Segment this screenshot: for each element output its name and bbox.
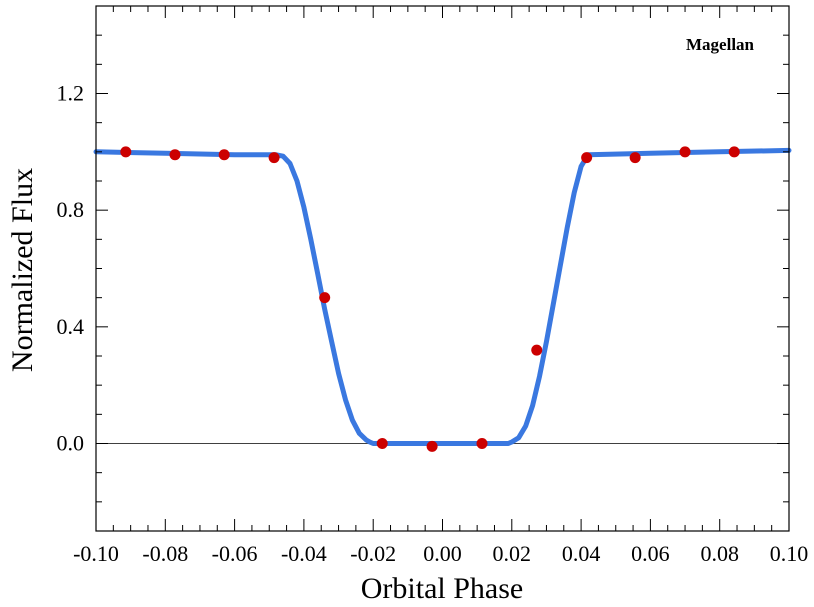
data-point bbox=[476, 438, 488, 449]
x-axis-title: Orbital Phase bbox=[361, 572, 523, 605]
x-tick-label: -0.06 bbox=[212, 541, 258, 566]
x-tick-label: 0.10 bbox=[770, 541, 809, 566]
y-tick-label: 0.4 bbox=[57, 314, 85, 339]
data-point bbox=[629, 152, 641, 164]
plot-frame bbox=[95, 5, 790, 532]
data-point bbox=[426, 440, 438, 452]
data-point bbox=[679, 146, 691, 158]
data-point bbox=[728, 146, 740, 158]
y-axis-title: Normalized Flux bbox=[6, 168, 39, 372]
y-tick-label: 0.0 bbox=[57, 431, 85, 456]
x-tick-label: -0.04 bbox=[281, 541, 327, 566]
data-point bbox=[531, 344, 543, 356]
data-point bbox=[319, 292, 331, 304]
x-tick-label: -0.08 bbox=[142, 541, 188, 566]
data-point bbox=[120, 146, 132, 158]
y-tick-label: 1.2 bbox=[57, 81, 85, 106]
model-curve bbox=[93, 147, 792, 446]
x-tick-label: 0.00 bbox=[423, 541, 462, 566]
x-tick-label: -0.02 bbox=[350, 541, 396, 566]
x-tick-label: 0.04 bbox=[562, 541, 601, 566]
data-point bbox=[218, 149, 230, 161]
data-point bbox=[169, 149, 181, 161]
x-tick-label: -0.10 bbox=[73, 541, 119, 566]
annotation-label: Magellan bbox=[686, 35, 755, 54]
data-point bbox=[376, 438, 388, 449]
y-tick-label: 0.8 bbox=[57, 197, 85, 222]
x-tick-label: 0.02 bbox=[493, 541, 532, 566]
data-point bbox=[268, 152, 280, 164]
data-point bbox=[581, 152, 593, 164]
x-tick-label: 0.06 bbox=[631, 541, 670, 566]
x-tick-label: 0.08 bbox=[700, 541, 739, 566]
